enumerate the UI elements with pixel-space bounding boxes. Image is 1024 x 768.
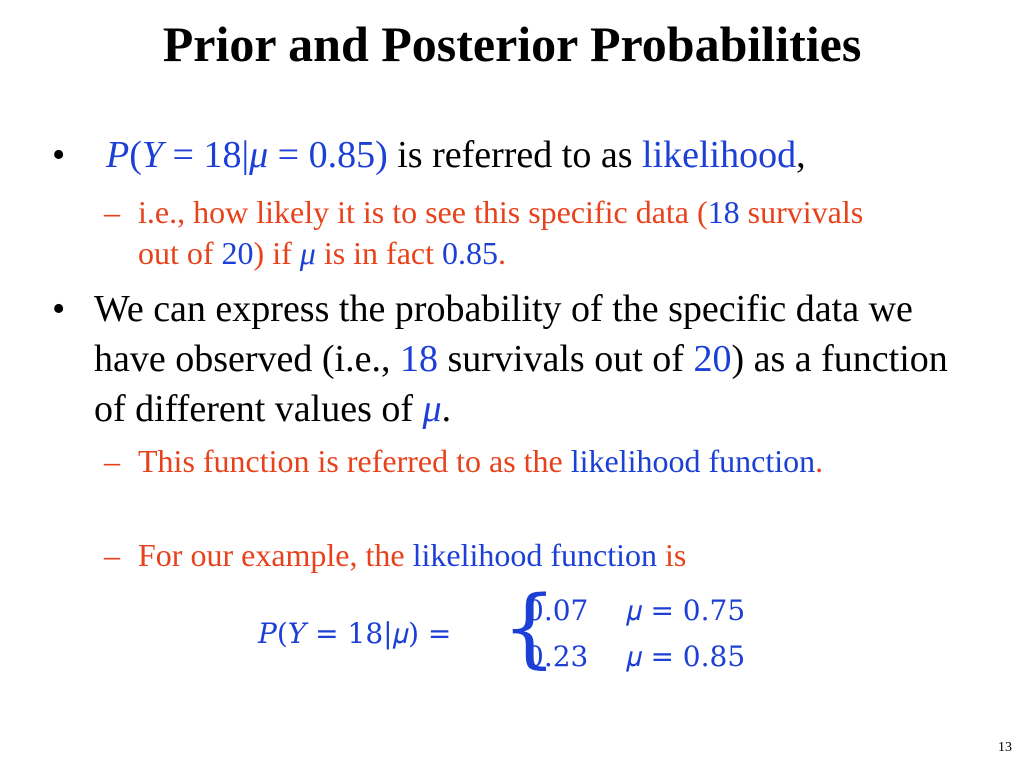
equation-row-1: 0.07 𝜇 = 0.75 [526,594,745,627]
dash-marker: – [104,537,120,573]
equation-row-2: 0.23 𝜇 = 0.85 [526,640,745,673]
subbullet-text: This function is referred to as the like… [138,443,824,479]
bullet-marker: • [52,288,66,330]
likelihood-equation: 𝑃(𝑌 = 18|𝜇) = { 0.07 𝜇 = 0.75 0.23 𝜇 = 0… [258,578,778,682]
equation-lhs: 𝑃(𝑌 = 18|𝜇) = [258,617,452,650]
subbullet-text: i.e., how likely it is to see this speci… [138,194,864,271]
row-value: 0.23 [526,640,589,673]
dash-marker: – [104,194,120,230]
likelihood-formula: P(Y = 18|μ = 0.85) [106,134,388,176]
slide-title: Prior and Posterior Probabilities [162,16,862,72]
subbullet-text: For our example, the likelihood function… [138,537,687,573]
bullet-text: P(Y = 18|μ = 0.85) is referred to as lik… [106,134,806,176]
bullet-marker: • [52,134,66,176]
likelihood-term: likelihood [642,134,797,176]
page-number: 13 [998,740,1012,755]
equation-brace: { [502,578,557,678]
row-condition: 𝜇 = 0.85 [626,640,746,673]
dash-marker: – [104,443,120,479]
bullet-text: We can express the probability of the sp… [94,288,948,430]
row-condition: 𝜇 = 0.75 [626,594,746,627]
row-value: 0.07 [526,594,589,627]
